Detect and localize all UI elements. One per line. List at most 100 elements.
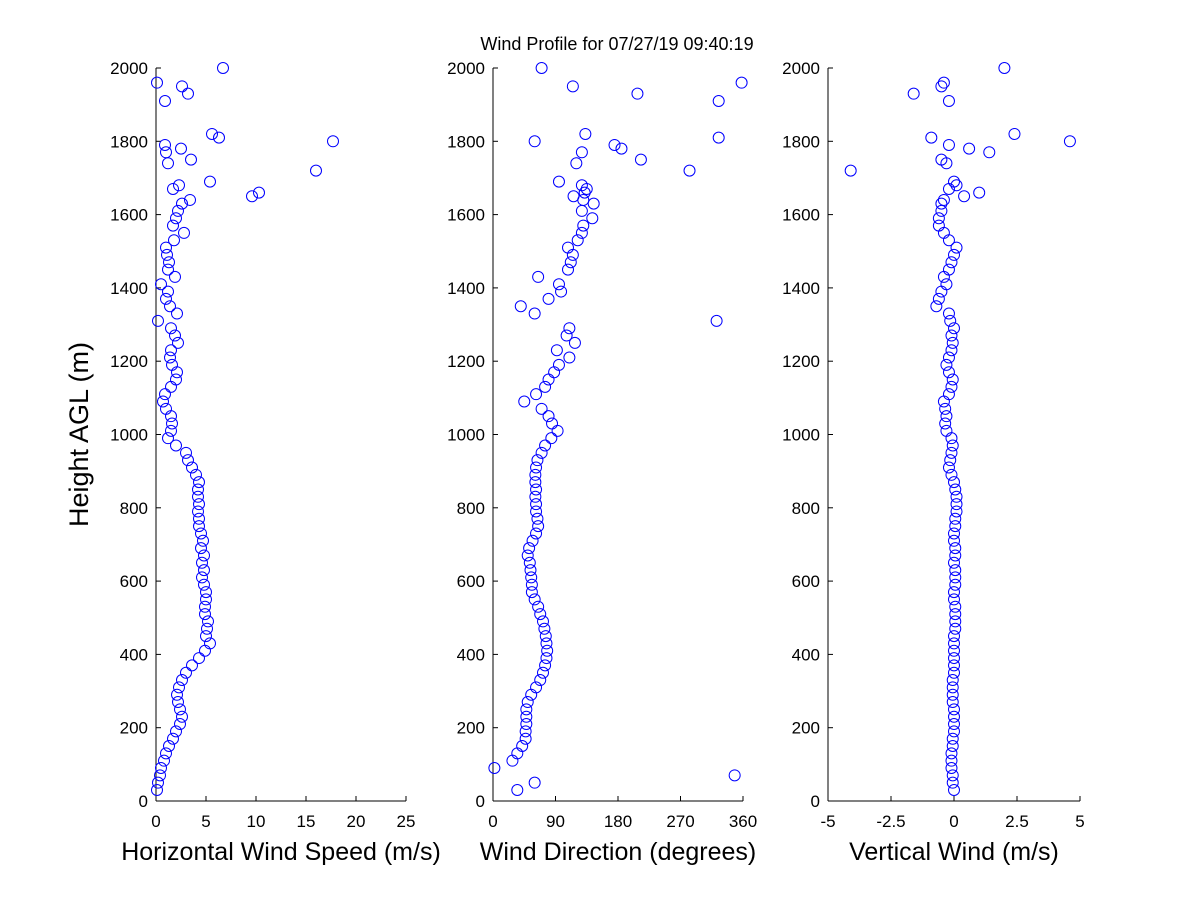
data-point	[184, 193, 196, 206]
data-point	[192, 483, 204, 496]
data-point	[518, 395, 531, 408]
data-point	[154, 769, 166, 782]
data-point	[1063, 135, 1076, 148]
data-point	[542, 292, 555, 305]
data-point	[562, 241, 574, 254]
data-point	[200, 586, 212, 599]
data-point	[528, 776, 541, 789]
data-point	[167, 219, 179, 232]
x-axis-label: Wind Direction (degrees)	[480, 838, 757, 866]
y-tick-label: 0	[139, 792, 148, 811]
y-tick-label: 1800	[447, 132, 485, 151]
data-point	[940, 424, 953, 437]
data-point	[948, 175, 960, 188]
data-point	[529, 468, 542, 481]
data-point	[528, 593, 541, 606]
data-point	[531, 454, 544, 467]
data-point	[534, 674, 547, 687]
data-point	[199, 600, 211, 613]
data-point	[944, 454, 957, 467]
y-tick-label: 1600	[782, 206, 820, 225]
data-point	[170, 373, 182, 386]
data-point	[526, 534, 539, 547]
data-point	[176, 197, 188, 210]
y-tick-label: 0	[476, 792, 485, 811]
data-point	[161, 248, 173, 261]
data-point	[532, 270, 545, 283]
data-point	[520, 718, 533, 731]
data-point	[186, 461, 198, 474]
y-tick-label: 800	[792, 499, 820, 518]
data-point	[519, 732, 532, 745]
y-tick-label: 1400	[447, 279, 485, 298]
data-point	[185, 153, 197, 166]
data-point	[930, 300, 943, 313]
data-point	[530, 498, 543, 511]
data-point	[158, 754, 170, 767]
data-point	[521, 549, 534, 562]
data-point	[935, 80, 948, 93]
y-tick-label: 600	[457, 572, 485, 591]
data-point	[174, 703, 186, 716]
data-point	[538, 622, 551, 635]
data-point	[176, 80, 188, 93]
data-point	[172, 696, 184, 709]
data-point	[948, 644, 960, 657]
data-point	[945, 344, 958, 357]
data-point	[542, 410, 555, 423]
data-point	[539, 439, 552, 452]
data-point	[167, 732, 179, 745]
data-point	[529, 490, 542, 503]
data-point	[942, 366, 955, 379]
data-point	[564, 256, 577, 269]
data-point	[152, 314, 164, 327]
x-tick-label: 180	[604, 812, 632, 831]
data-point	[540, 652, 553, 665]
data-point	[535, 402, 548, 415]
data-point	[170, 439, 182, 452]
data-point	[172, 204, 184, 217]
x-tick-label: 90	[546, 812, 565, 831]
data-point	[182, 454, 194, 467]
data-point	[204, 175, 216, 188]
y-tick-label: 1200	[110, 352, 148, 371]
data-point	[165, 344, 177, 357]
data-point	[948, 593, 960, 606]
data-point	[213, 131, 225, 144]
x-tick-label: 15	[297, 812, 316, 831]
data-point	[570, 157, 583, 170]
figure-title: Wind Profile for 07/27/19 09:40:19	[480, 34, 753, 54]
y-tick-label: 600	[792, 572, 820, 591]
data-point	[525, 571, 538, 584]
data-point	[948, 476, 960, 489]
data-point	[151, 76, 163, 89]
data-point	[948, 725, 960, 738]
data-point	[945, 446, 958, 459]
data-point	[948, 652, 960, 665]
data-point	[948, 586, 960, 599]
data-point	[844, 164, 857, 177]
y-tick-label: 1200	[782, 352, 820, 371]
data-point	[946, 696, 959, 709]
data-point	[175, 142, 187, 155]
y-tick-label: 800	[457, 499, 485, 518]
data-point	[586, 212, 599, 225]
data-point	[160, 292, 172, 305]
data-point	[160, 146, 172, 159]
data-point	[192, 490, 204, 503]
data-point	[206, 127, 218, 140]
data-point	[710, 314, 723, 327]
y-tick-label: 2000	[110, 59, 148, 78]
data-point	[948, 637, 960, 650]
data-point	[202, 615, 214, 628]
data-point	[151, 784, 163, 797]
data-point	[932, 292, 945, 305]
data-point	[182, 87, 194, 100]
data-point	[531, 512, 544, 525]
data-point	[942, 461, 955, 474]
data-point	[945, 329, 958, 342]
data-point	[199, 608, 211, 621]
data-point	[525, 586, 538, 599]
data-point	[950, 498, 963, 511]
data-point	[195, 542, 207, 555]
